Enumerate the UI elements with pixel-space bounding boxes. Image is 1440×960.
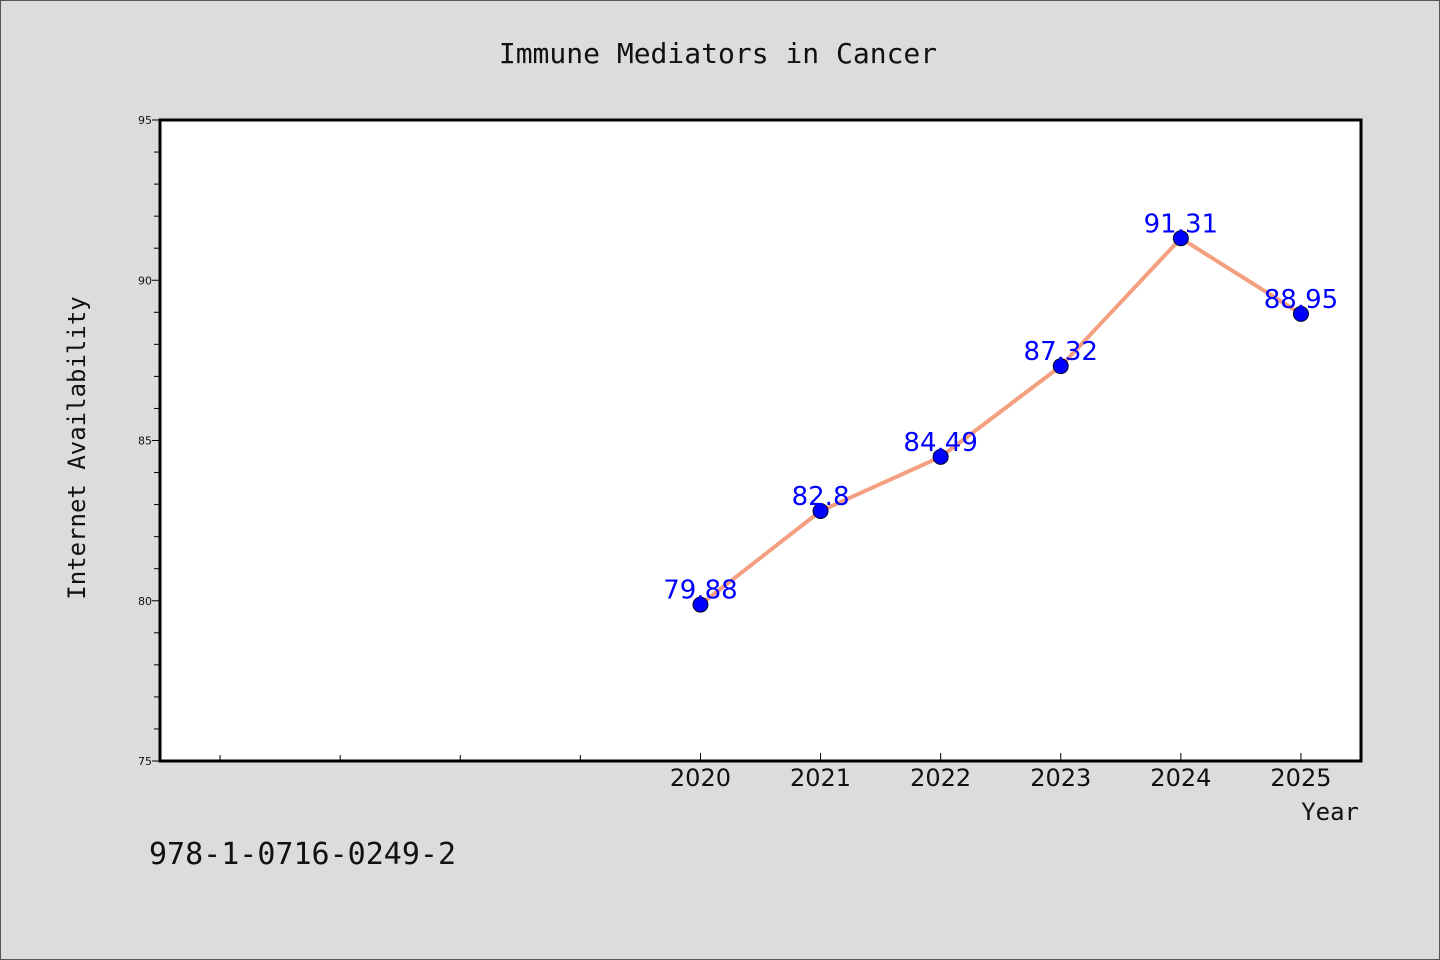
- data-label: 84.49: [903, 428, 977, 458]
- data-point: [692, 596, 709, 613]
- x-tick-label: 2021: [790, 764, 851, 792]
- data-labels: 79.88 82.8 84.49 87.32 91.31 88.95: [663, 209, 1338, 605]
- plot-area: [158, 118, 1363, 763]
- x-tick-label: 2023: [1030, 764, 1091, 792]
- data-label: 82.8: [792, 482, 850, 512]
- data-point: [812, 503, 829, 520]
- y-tick-label: 85: [138, 435, 152, 448]
- series-line: [699, 236, 1303, 607]
- chart-title: Immune Mediators in Cancer: [499, 37, 937, 70]
- y-axis-ticks: 75 80 85 90 95: [138, 114, 160, 768]
- data-label: 87.32: [1024, 337, 1098, 367]
- y-tick-label: 75: [138, 755, 152, 768]
- data-point: [1292, 305, 1309, 322]
- data-point: [932, 448, 949, 465]
- x-tick-label: 2020: [670, 764, 731, 792]
- data-label: 79.88: [663, 576, 737, 606]
- data-series: [692, 230, 1309, 613]
- y-tick-label: 95: [138, 114, 152, 127]
- data-label: 88.95: [1264, 285, 1338, 315]
- y-tick-label: 80: [138, 595, 152, 608]
- footer-isbn: 978-1-0716-0249-2: [149, 837, 456, 872]
- x-tick-label: 2022: [910, 764, 971, 792]
- data-point: [1052, 358, 1069, 375]
- x-tick-label: 2024: [1150, 764, 1211, 792]
- y-axis-label: Internet Availability: [63, 296, 91, 599]
- y-tick-label: 90: [138, 274, 152, 287]
- x-axis-ticks: 2020 2021 2022 2023 2024 2025: [219, 753, 1331, 792]
- x-axis-label: Year: [1301, 798, 1359, 826]
- data-label: 91.31: [1144, 209, 1218, 239]
- x-tick-label: 2025: [1270, 764, 1331, 792]
- data-point: [1172, 230, 1189, 247]
